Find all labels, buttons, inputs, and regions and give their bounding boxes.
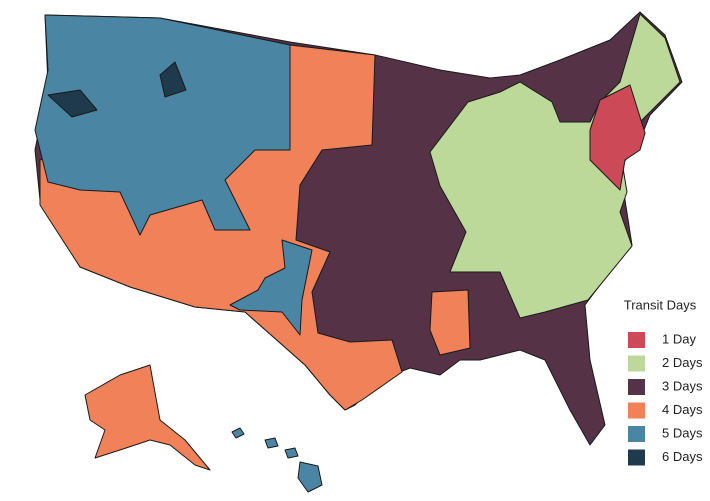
legend: Transit Days 1 Day 2 Days 3 Days 4 Days 5 Da… <box>624 297 703 466</box>
region-6-days <box>159 61 187 98</box>
legend-swatch <box>628 379 645 395</box>
legend-swatch <box>628 355 645 372</box>
legend-label: 2 Days <box>662 355 703 370</box>
us-map <box>34 11 683 493</box>
legend-label: 5 Days <box>662 425 703 440</box>
alaska <box>84 364 211 471</box>
legend-label: 3 Days <box>662 378 703 393</box>
region-5-days <box>229 239 313 336</box>
legend-swatch <box>628 402 645 419</box>
legend-swatch <box>628 449 645 466</box>
region-6-days <box>47 89 98 118</box>
region-1-day <box>589 84 646 191</box>
region-2-days <box>429 13 681 319</box>
legend-label: 1 Day <box>662 331 696 346</box>
legend-swatch <box>628 426 645 442</box>
legend-title: Transit Days <box>624 297 697 312</box>
region-5-days <box>34 14 291 236</box>
legend-label: 4 Days <box>662 402 703 417</box>
legend-label: 6 Days <box>662 449 703 464</box>
hawaii <box>231 427 323 493</box>
region-4-days <box>429 289 471 356</box>
legend-swatch <box>628 332 645 348</box>
